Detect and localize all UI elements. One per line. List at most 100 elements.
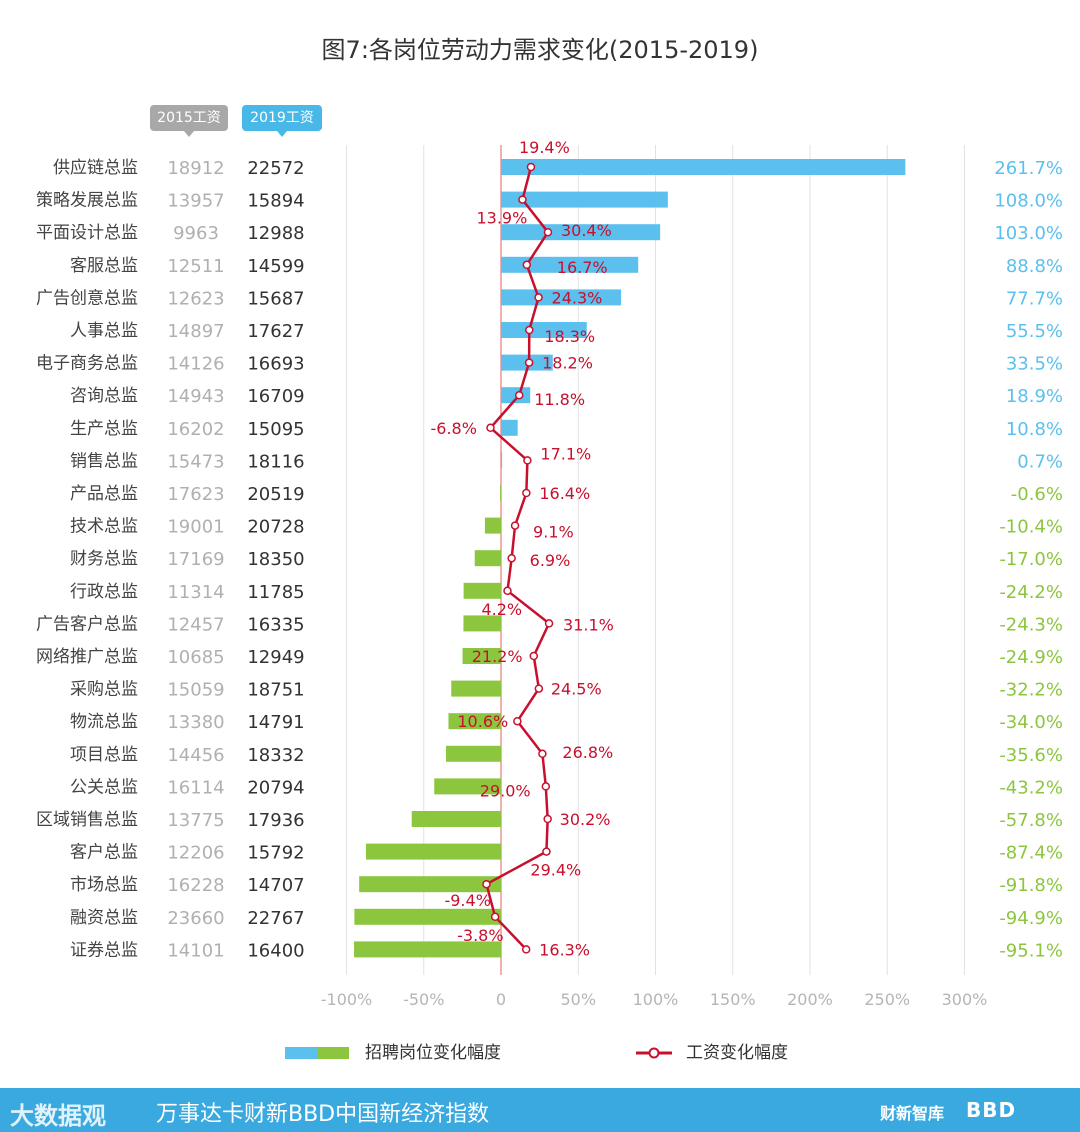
bar: [463, 582, 501, 599]
category-label: 策略发展总监: [36, 191, 138, 211]
category-label: 平面设计总监: [36, 223, 138, 243]
wage-point: [542, 847, 551, 856]
bar: [501, 256, 639, 273]
wage-2015-value: 10685: [167, 647, 224, 668]
wage-2015-value: 12206: [167, 843, 224, 864]
bar: [451, 680, 501, 697]
wage-point: [543, 814, 552, 824]
wage-change-label: 18.3%: [544, 327, 595, 346]
wage-change-label: 13.9%: [476, 209, 527, 228]
bar: [484, 517, 501, 534]
wage-change-label: 4.2%: [481, 600, 522, 619]
wage-2019-value: 20728: [247, 517, 304, 538]
category-label: 证券总监: [70, 940, 138, 960]
bar: [354, 941, 501, 958]
bar: [448, 713, 501, 730]
bar: [365, 843, 501, 860]
wage-2019-value: 15894: [247, 191, 304, 212]
wage-2019-value: 16693: [247, 354, 304, 375]
bar-value-label: -57.8%: [999, 810, 1063, 831]
wage-point: [518, 195, 527, 204]
wage-2019-value: 18751: [247, 680, 304, 701]
wage-2019-value: 14791: [247, 712, 304, 733]
category-label: 市场总监: [70, 875, 138, 895]
wage-2019-value: 18332: [247, 745, 304, 766]
bar-value-label: -24.2%: [999, 582, 1063, 603]
wage-2019-value: 18350: [247, 549, 304, 570]
bar-value-label: 77.7%: [1006, 288, 1063, 309]
bar: [501, 419, 518, 436]
bar: [434, 778, 501, 795]
wage-2019-value: 15687: [247, 288, 304, 309]
wage-2015-value: 19001: [167, 517, 224, 538]
column-header-2015-wage: 2015工资: [150, 105, 228, 137]
wage-point: [521, 945, 531, 954]
wage-2015-value: 18912: [167, 158, 224, 179]
wage-2015-value: 12623: [167, 288, 224, 309]
chart-title: 图7:各岗位劳动力需求变化(2015-2019): [321, 36, 759, 64]
bar-value-label: -87.4%: [999, 843, 1063, 864]
bar-value-label: -24.9%: [999, 647, 1063, 668]
wage-change-label: 16.7%: [557, 258, 608, 277]
bar: [501, 452, 503, 469]
wage-point: [486, 423, 495, 433]
legend-bar: 招聘岗位变化幅度: [285, 1038, 501, 1063]
bar-value-label: -10.4%: [999, 517, 1063, 538]
bar-value-label: -17.0%: [999, 549, 1063, 570]
bar: [500, 485, 502, 501]
category-label: 技术总监: [70, 517, 138, 537]
wage-change-label: 19.4%: [519, 138, 570, 157]
footer-brand-caixin: 财新智库: [880, 1104, 945, 1123]
bar-value-label: -24.3%: [999, 614, 1063, 635]
category-label: 网络推广总监: [36, 647, 138, 667]
bar-value-label: -43.2%: [999, 777, 1063, 798]
bar: [501, 191, 668, 208]
wage-change-label: -3.8%: [457, 926, 503, 945]
wage-point: [482, 879, 491, 889]
wage-point: [534, 293, 543, 302]
category-label: 物流总监: [70, 712, 138, 732]
bar-value-label: -35.6%: [999, 745, 1063, 766]
legend-bar-label: 招聘岗位变化幅度: [365, 1043, 501, 1063]
wage-change-label: 16.4%: [539, 484, 590, 503]
category-label: 行政总监: [70, 582, 138, 602]
wage-change-label: -9.4%: [444, 891, 490, 910]
wage-2019-value: 16335: [247, 614, 304, 635]
category-label: 融资总监: [70, 908, 138, 928]
category-label: 项目总监: [70, 745, 138, 765]
bar-value-label: 261.7%: [994, 158, 1063, 179]
wage-point: [544, 619, 554, 628]
wage-2019-value: 16709: [247, 386, 304, 407]
wage-2015-value: 14456: [167, 745, 224, 766]
wage-2019-value: 11785: [247, 582, 304, 603]
wage-2015-value: 23660: [167, 908, 224, 929]
wage-change-label: 16.3%: [539, 940, 590, 959]
wage-2019-value: 20519: [247, 484, 304, 505]
bar-value-label: 88.8%: [1006, 256, 1063, 277]
bar-value-label: 33.5%: [1006, 354, 1063, 375]
wage-2015-value: 15473: [167, 451, 224, 472]
wage-2019-value: 17627: [247, 321, 304, 342]
wage-point: [529, 651, 539, 661]
x-tick-label: 200%: [787, 990, 833, 1009]
x-tick-label: 150%: [710, 990, 756, 1009]
bar: [411, 811, 501, 827]
wage-2015-value: 14101: [167, 940, 224, 961]
wage-point: [525, 325, 534, 335]
bar: [463, 615, 501, 632]
bar: [354, 908, 501, 925]
wage-change-label: -6.8%: [430, 419, 476, 438]
wage-2015-value: 17623: [167, 484, 224, 505]
wage-2015-value: 13380: [167, 712, 224, 733]
wage-change-label: 17.1%: [540, 444, 591, 463]
bar-value-label: -0.6%: [1011, 484, 1063, 505]
wage-2019-value: 22572: [247, 158, 304, 179]
wage-2015-value: 13775: [167, 810, 224, 831]
x-tick-label: -50%: [403, 990, 444, 1009]
bar: [359, 876, 501, 893]
legend-line: 工资变化幅度: [636, 1038, 788, 1063]
category-label: 区域销售总监: [36, 810, 138, 830]
wage-2015-value: 14897: [167, 321, 224, 342]
category-label: 咨询总监: [70, 386, 138, 406]
wage-change-label: 18.2%: [542, 354, 593, 373]
